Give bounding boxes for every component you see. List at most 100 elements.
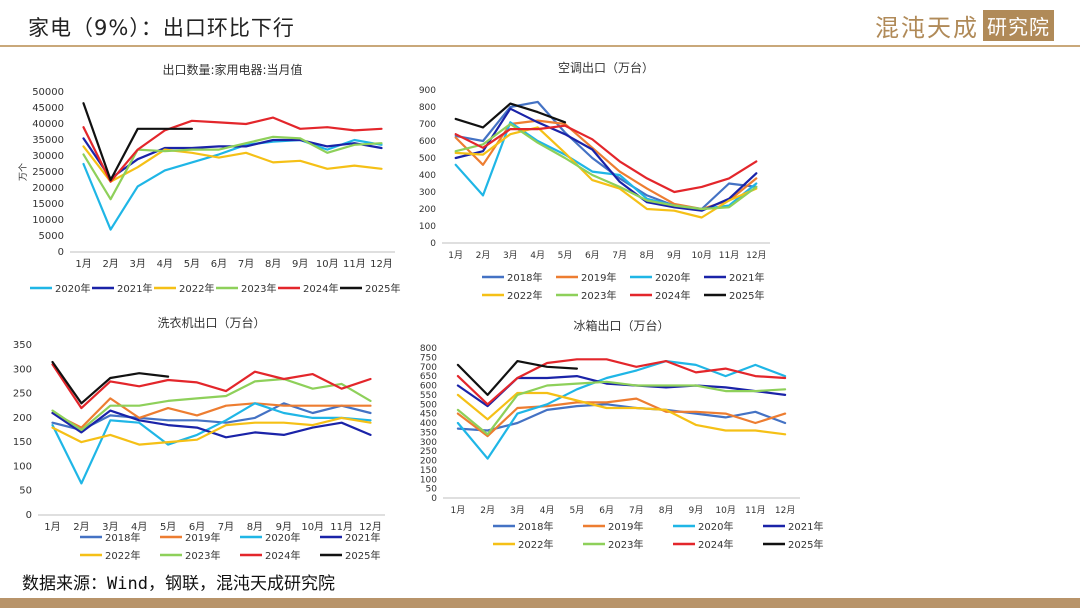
y-tick-label: 150 <box>420 466 437 476</box>
x-tick-label: 2月 <box>102 258 118 270</box>
chart-title: 空调出口（万台） <box>558 60 654 75</box>
series-line-2025年 <box>82 102 193 182</box>
x-tick-label: 12月 <box>359 521 382 533</box>
legend-label: 2021年 <box>345 531 380 544</box>
y-tick-label: 300 <box>13 364 32 375</box>
series-line-2019年 <box>51 397 372 429</box>
series-line-2020年 <box>51 402 372 485</box>
x-tick-label: 11月 <box>343 258 366 270</box>
company-logo: 混沌天成 研究院 <box>875 8 1054 43</box>
y-tick-label: 150 <box>13 437 32 448</box>
y-tick-label: 20000 <box>32 183 64 194</box>
legend-label: 2022年 <box>518 538 553 551</box>
y-tick-label: 0 <box>430 239 436 249</box>
y-tick-label: 50 <box>426 485 438 495</box>
legend-label: 2023年 <box>608 538 643 551</box>
legend-label: 2018年 <box>518 520 553 533</box>
x-tick-label: 4月 <box>540 505 555 516</box>
y-tick-label: 0 <box>431 494 437 504</box>
y-tick-label: 350 <box>420 428 437 438</box>
footer-bar <box>0 598 1080 608</box>
chart-title: 出口数量:家用电器:当月值 <box>162 62 302 77</box>
x-tick-label: 5月 <box>570 505 585 516</box>
series-line-2022年 <box>82 145 383 183</box>
x-tick-label: 10月 <box>715 505 735 516</box>
y-tick-label: 450 <box>420 410 437 420</box>
y-tick-label: 40000 <box>32 119 64 130</box>
x-tick-label: 7月 <box>612 250 627 261</box>
y-tick-label: 100 <box>13 461 32 472</box>
y-tick-label: 300 <box>419 188 436 198</box>
y-tick-label: 500 <box>420 400 437 410</box>
series-line-2025年 <box>454 102 567 129</box>
y-tick-label: 250 <box>13 389 32 400</box>
x-tick-label: 2月 <box>73 521 89 533</box>
legend-label: 2024年 <box>698 538 733 551</box>
x-tick-label: 8月 <box>659 505 674 516</box>
x-tick-label: 5月 <box>558 250 573 261</box>
x-tick-label: 7月 <box>218 521 234 533</box>
x-tick-label: 12月 <box>746 250 766 261</box>
y-tick-label: 600 <box>420 382 437 392</box>
series-line-2019年 <box>456 397 787 438</box>
x-tick-label: 11月 <box>330 521 353 533</box>
y-tick-label: 10000 <box>32 215 64 226</box>
series-line-2025年 <box>51 360 170 405</box>
data-source: 数据来源：Wind，钢联，混沌天成研究院 <box>22 574 335 594</box>
x-tick-label: 8月 <box>247 521 263 533</box>
series-line-2023年 <box>51 377 372 432</box>
legend-label: 2023年 <box>241 282 276 295</box>
series-line-2023年 <box>454 122 758 211</box>
y-tick-label: 800 <box>420 344 437 354</box>
x-tick-label: 3月 <box>102 521 118 533</box>
y-tick-label: 300 <box>420 438 437 448</box>
series-line-2023年 <box>82 135 383 201</box>
y-tick-label: 25000 <box>32 167 64 178</box>
legend-label: 2019年 <box>581 271 616 284</box>
legend-label: 2025年 <box>729 289 764 302</box>
y-tick-label: 5000 <box>39 231 64 242</box>
series-line-2022年 <box>51 416 372 446</box>
x-tick-label: 10月 <box>316 258 339 270</box>
logo-text: 混沌天成 <box>875 14 979 42</box>
series-line-2018年 <box>454 100 758 211</box>
y-tick-label: 100 <box>420 475 437 485</box>
x-tick-label: 4月 <box>157 258 173 270</box>
x-tick-label: 1月 <box>75 258 91 270</box>
y-tick-label: 200 <box>419 205 436 215</box>
legend-label: 2024年 <box>265 549 300 562</box>
legend-label: 2018年 <box>507 271 542 284</box>
y-tick-label: 0 <box>26 510 32 521</box>
legend-label: 2024年 <box>655 289 690 302</box>
y-tick-label: 700 <box>419 120 436 130</box>
legend-label: 2021年 <box>117 282 152 295</box>
legend-label: 2022年 <box>179 282 214 295</box>
legend-label: 2022年 <box>507 289 542 302</box>
chart-title: 洗衣机出口（万台） <box>157 315 265 330</box>
x-tick-label: 12月 <box>370 258 393 270</box>
x-tick-label: 1月 <box>448 250 463 261</box>
legend-label: 2025年 <box>345 549 380 562</box>
y-tick-label: 650 <box>420 372 437 382</box>
series-line-2023年 <box>456 380 787 436</box>
legend-label: 2024年 <box>303 282 338 295</box>
series-line-2020年 <box>456 360 787 460</box>
chart-ac-exports: 空调出口（万台） 0 100 200 300 400 500 600 700 800 900 1月 2月… <box>419 60 770 302</box>
x-tick-label: 3月 <box>503 250 518 261</box>
x-tick-label: 10月 <box>691 250 711 261</box>
x-tick-label: 11月 <box>719 250 739 261</box>
series-line-2022年 <box>456 391 787 436</box>
y-tick-label: 250 <box>420 447 437 457</box>
series-line-2018年 <box>456 403 787 432</box>
chart-title: 冰箱出口（万台） <box>573 318 669 333</box>
series-line-2022年 <box>454 126 758 219</box>
legend-label: 2020年 <box>698 520 733 533</box>
x-tick-label: 10月 <box>301 521 324 533</box>
y-tick-label: 900 <box>419 86 436 96</box>
legend-label: 2025年 <box>788 538 823 551</box>
x-tick-label: 3月 <box>130 258 146 270</box>
y-tick-label: 50 <box>19 486 32 497</box>
x-tick-label: 8月 <box>640 250 655 261</box>
x-tick-label: 12月 <box>775 505 795 516</box>
